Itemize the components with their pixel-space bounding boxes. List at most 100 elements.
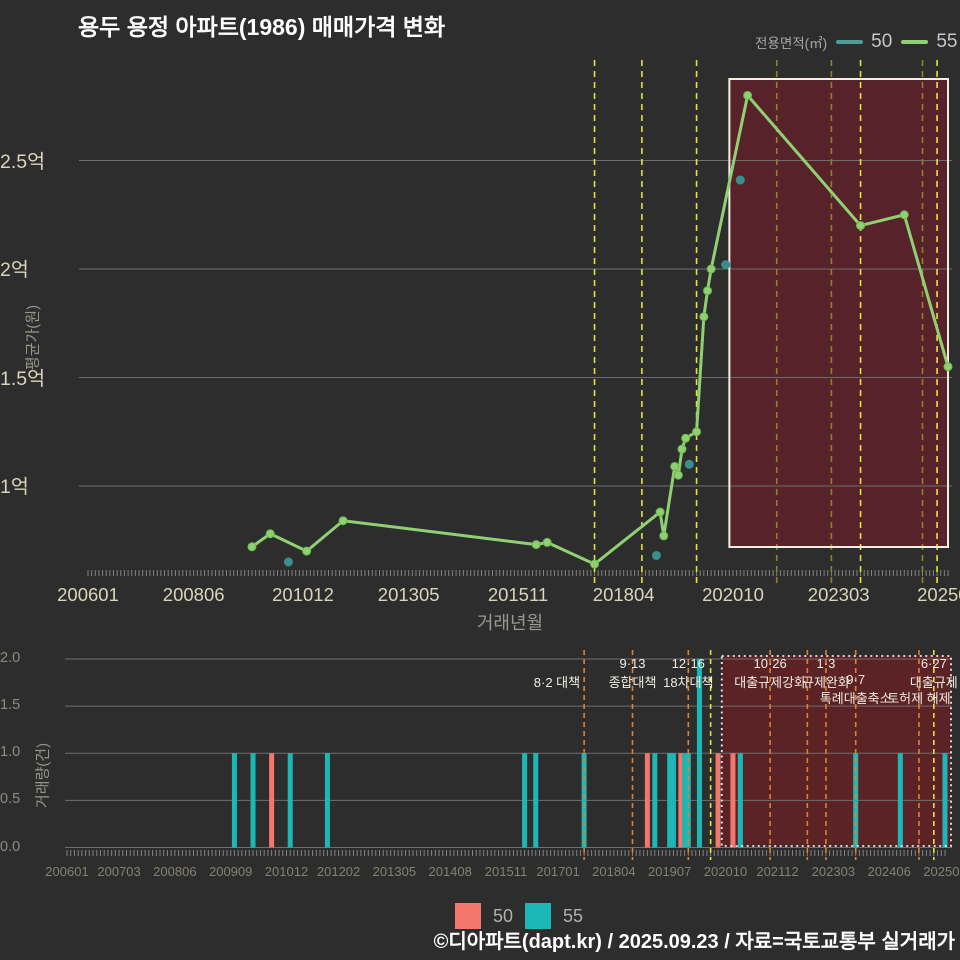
policy-annotation: 12·16 — [671, 656, 705, 671]
volume-x-tick-label: 201701 — [536, 864, 580, 879]
volume-legend: 50 55 — [455, 903, 595, 929]
volume-x-tick-label: 202010 — [703, 864, 748, 879]
volume-highlight-border — [720, 655, 952, 847]
policy-annotation: 규제완화 — [802, 675, 850, 690]
volume-x-tick-label: 202112 — [756, 864, 799, 879]
policy-annotation: 토허제 해제 — [887, 691, 951, 706]
volume-bar-55 — [250, 753, 256, 848]
price-y-tick-label: 1억 — [0, 476, 29, 499]
volume-bar-55 — [942, 753, 948, 848]
price-x-tick-label: 200601 — [57, 584, 119, 605]
policy-annotation: 9·13 — [619, 656, 646, 671]
page-title: 용두 용정 아파트(1986) 매매가격 변화 — [78, 14, 446, 40]
price-point-55 — [677, 444, 687, 454]
price-x-tick-label: 202010 — [702, 584, 764, 605]
price-point-55 — [590, 559, 600, 569]
price-point-55 — [673, 470, 683, 480]
policy-annotation: 대출규제 — [909, 675, 958, 690]
footer-credit: ©디아파트(dapt.kr) / 2025.09.23 / 자료=국토교통부 실… — [433, 931, 955, 953]
volume-bar-50 — [715, 753, 721, 848]
volume-y-tick-label: 2.0 — [0, 650, 21, 667]
volume-bar-55 — [737, 753, 743, 848]
volume-bar-55 — [287, 753, 293, 848]
policy-annotation: 6·27 — [920, 656, 947, 671]
volume-bar-55 — [581, 753, 587, 848]
volume-x-tick-label: 201202 — [316, 864, 361, 879]
legend-label-55: 55 — [936, 31, 958, 52]
volume-bar-50 — [269, 753, 275, 848]
price-point-55 — [247, 542, 257, 552]
volume-bar-55 — [652, 753, 658, 848]
policy-annotation: 8·2 대책 — [533, 675, 581, 690]
policy-annotation: 종합대책 — [608, 675, 657, 690]
series-legend: 전용면적(㎡) 50 55 — [755, 30, 957, 54]
price-point-55 — [943, 362, 953, 372]
volume-x-tick-label: 200909 — [208, 864, 253, 879]
legend-line-50-icon — [836, 40, 864, 44]
volume-bar-50 — [644, 753, 650, 848]
volume-bar-55 — [231, 753, 237, 848]
volume-bar-50 — [730, 753, 736, 848]
volume-x-tick-label: 200601 — [45, 864, 89, 879]
price-point-55 — [338, 516, 348, 526]
volume-legend-item-55[interactable]: 55 — [525, 903, 583, 929]
price-point-50 — [735, 175, 745, 185]
price-point-50 — [721, 260, 731, 270]
price-point-55 — [699, 312, 709, 322]
volume-x-tick-label: 202509 — [923, 864, 960, 879]
volume-bar-55 — [897, 753, 903, 848]
legend-title: 전용면적(㎡) — [755, 36, 828, 51]
volume-x-tick-label: 201804 — [592, 864, 636, 879]
volume-bar-55 — [853, 753, 859, 848]
volume-legend-swatch-55-icon — [525, 903, 552, 929]
price-point-55 — [681, 433, 691, 443]
volume-x-tick-label: 202303 — [811, 864, 856, 879]
price-point-55 — [702, 286, 712, 296]
volume-bar-55 — [682, 753, 688, 848]
volume-bar-55 — [670, 753, 676, 848]
volume-highlight-area — [721, 656, 951, 846]
volume-y-tick-label: 1.5 — [0, 697, 21, 714]
price-point-55 — [743, 90, 753, 100]
price-point-55 — [856, 221, 866, 231]
main-x-axis-name: 거래년월 — [476, 613, 544, 633]
volume-bar-55 — [533, 753, 539, 848]
policy-annotation: 10·26 — [753, 656, 787, 671]
volume-legend-item-50[interactable]: 50 — [455, 903, 513, 929]
volume-bar-55 — [696, 659, 702, 848]
policy-annotation: 9·7 — [846, 672, 866, 687]
price-y-tick-label: 1.5억 — [0, 367, 46, 390]
volume-bar-55 — [685, 753, 691, 848]
legend-label-50: 50 — [871, 31, 893, 52]
legend-item-55[interactable]: 55 — [901, 31, 957, 53]
volume-x-tick-label: 200806 — [153, 864, 197, 879]
volume-x-tick-label: 202406 — [867, 864, 911, 879]
volume-y-tick-label: 1.0 — [0, 744, 21, 761]
volume-x-tick-label: 201511 — [484, 864, 528, 879]
legend-line-55-icon — [901, 40, 929, 44]
volume-bar-55 — [324, 753, 330, 848]
legend-item-50[interactable]: 50 — [836, 31, 892, 53]
price-x-tick-label: 201012 — [272, 584, 334, 605]
price-point-55 — [531, 540, 541, 550]
price-x-tick-label: 202303 — [807, 584, 870, 605]
price-point-55 — [706, 264, 716, 274]
policy-annotation: 특례대출축소 — [819, 691, 892, 706]
volume-bar-55 — [667, 753, 673, 848]
price-x-tick-label: 201511 — [487, 584, 549, 605]
volume-bar-55 — [522, 753, 528, 848]
price-point-55 — [542, 537, 552, 547]
volume-y-tick-label: 0.5 — [0, 791, 21, 808]
price-point-55 — [659, 531, 669, 541]
price-point-55 — [265, 529, 275, 539]
volume-legend-label-55: 55 — [563, 905, 584, 926]
price-x-tick-label: 201305 — [377, 584, 440, 605]
volume-legend-swatch-50-icon — [455, 903, 481, 929]
price-point-55 — [670, 461, 680, 471]
price-point-55 — [899, 210, 909, 220]
price-highlight-border — [728, 78, 950, 548]
price-y-tick-label: 2.5억 — [0, 150, 46, 173]
policy-annotation: 1·3 — [816, 656, 836, 671]
